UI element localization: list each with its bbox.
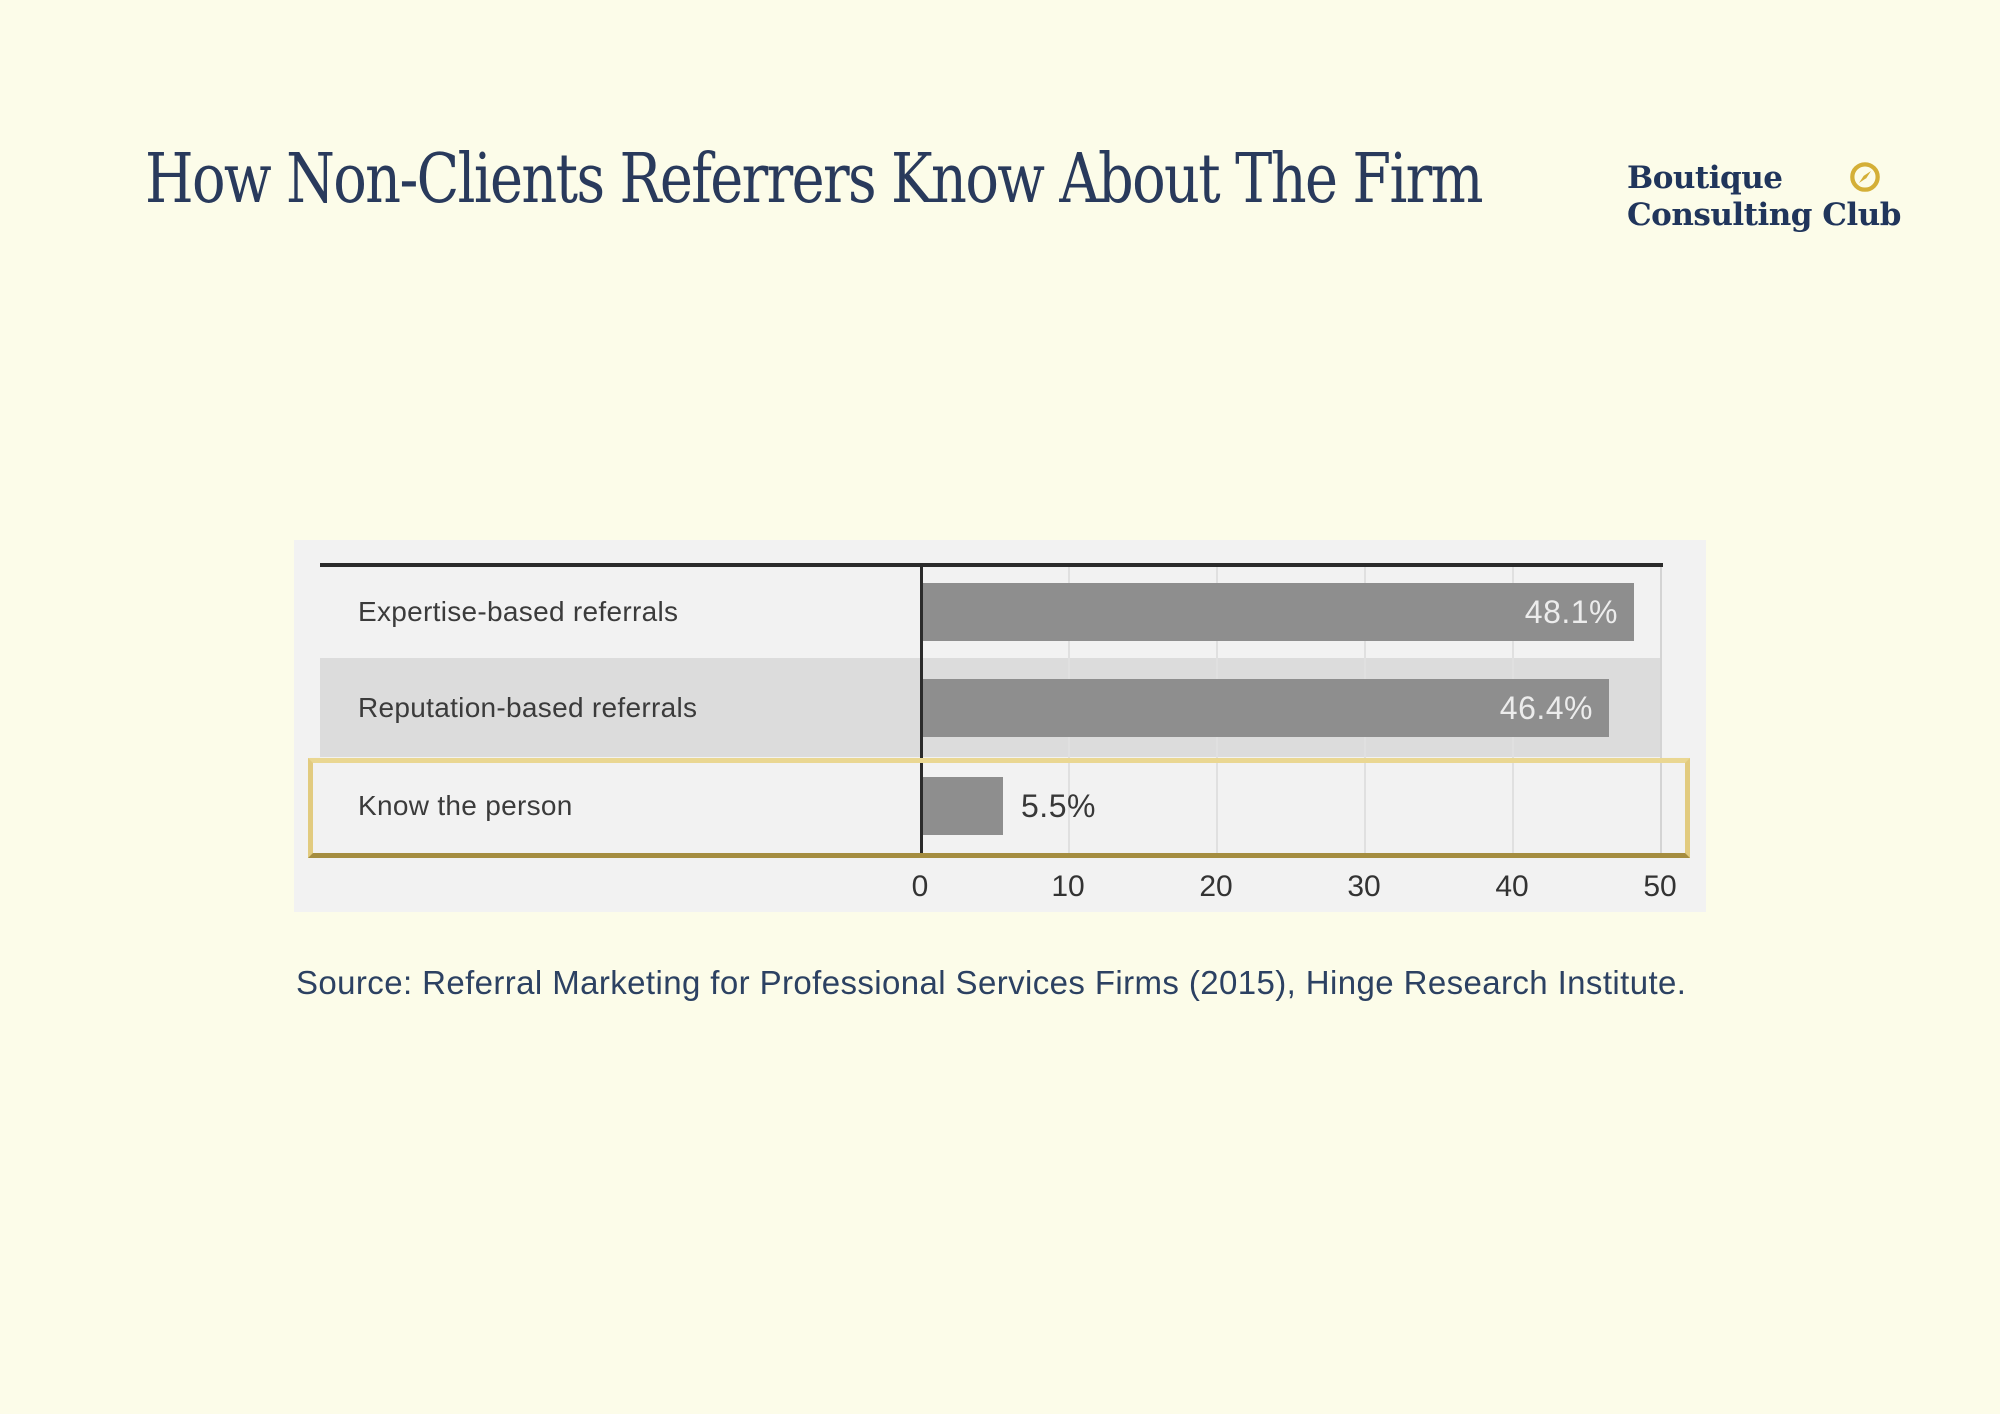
tick-label-50: 50 [1643,870,1677,903]
value-label: 5.5% [1021,788,1096,824]
category-label: Reputation-based referrals [358,692,698,723]
tick-label-0: 0 [911,870,929,903]
axis-zero-line [920,563,923,856]
category-label: Expertise-based referrals [358,596,679,627]
tick-label-30: 30 [1347,870,1381,903]
logo-line1: Boutique [1627,160,1783,196]
category-label: Know the person [358,790,573,821]
logo-line2: Consulting Club [1627,197,1901,233]
axis-top-line [320,563,1663,567]
logo: Boutique Consulting Club [1627,160,1917,234]
tick-label-20: 20 [1199,870,1233,903]
tick-label-40: 40 [1495,870,1529,903]
bar-chart: Expertise-based referrals 48.1% Reputation… [294,540,1706,912]
gridline-50 [1660,567,1662,856]
bar-2: 46.4% [922,679,1609,737]
source-text: Source: Referral Marketing for Professio… [296,964,1687,1001]
bar-1: 48.1% [922,583,1634,641]
bar-3 [922,777,1003,835]
page-title: How Non-Clients Referrers Know About The… [145,140,1484,219]
highlight-box [308,758,1690,858]
value-label: 48.1% [1524,594,1618,630]
tick-label-10: 10 [1051,870,1085,903]
value-label: 46.4% [1499,690,1593,726]
compass-icon [1850,162,1880,192]
